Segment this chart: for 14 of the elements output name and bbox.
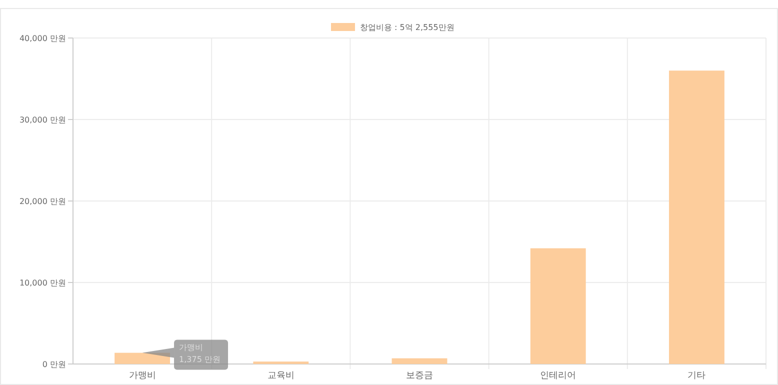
y-tick-label: 0 만원 xyxy=(42,360,66,369)
bar xyxy=(530,248,586,364)
legend-label: 창업비용 : 5억 2,555만원 xyxy=(360,22,454,32)
x-tick-label: 인테리어 xyxy=(540,371,576,381)
x-tick-label: 기타 xyxy=(688,371,706,381)
bar xyxy=(392,358,448,364)
x-tick-label: 가맹비 xyxy=(128,371,156,381)
x-tick-label: 보증금 xyxy=(406,371,433,381)
y-tick-label: 10,000 만원 xyxy=(19,278,66,288)
y-tick-label: 30,000 만원 xyxy=(19,115,66,124)
x-tick-label: 교육비 xyxy=(267,371,294,381)
y-tick-label: 40,000 만원 xyxy=(19,34,66,43)
y-tick-label: 20,000 만원 xyxy=(19,196,66,206)
bar xyxy=(668,70,724,364)
